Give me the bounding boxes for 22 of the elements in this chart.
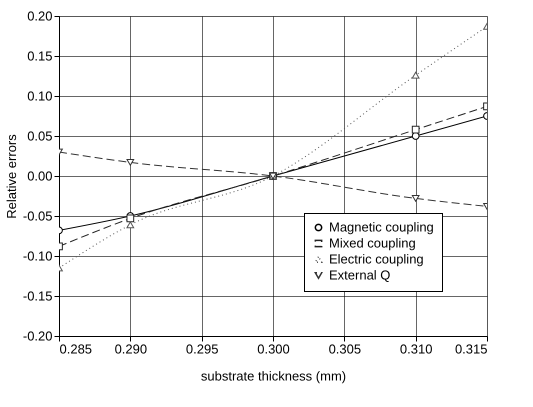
x-tick-label: 0.315 [454,342,488,356]
x-tick-label: 0.290 [114,342,148,356]
x-tick-label: 0.295 [186,342,218,356]
y-axis-title: Relative errors [4,134,19,219]
legend-label: External Q [329,268,390,282]
y-tick-label: 0.20 [27,8,52,24]
y-tick-label: -0.05 [22,208,52,224]
legend-label: Electric coupling [329,252,424,266]
x-tick-label: 0.300 [257,342,290,356]
x-tick-label: 0.305 [328,342,362,356]
y-tick-label: 0.00 [27,168,52,184]
y-tick-label: 0.15 [27,48,52,64]
y-tick-label: -0.20 [22,328,52,344]
y-tick-label: 0.05 [27,128,52,144]
y-tick-label: -0.15 [22,288,52,304]
x-tick-label: 0.310 [400,342,432,356]
x-tick-label: 0.285 [60,342,92,356]
x-axis-title: substrate thickness (mm) [200,368,346,384]
legend-label: Mixed coupling [329,236,416,250]
y-tick-label: -0.10 [22,248,52,264]
legend-label: Magnetic coupling [329,220,434,234]
y-tick-label: 0.10 [27,88,52,104]
